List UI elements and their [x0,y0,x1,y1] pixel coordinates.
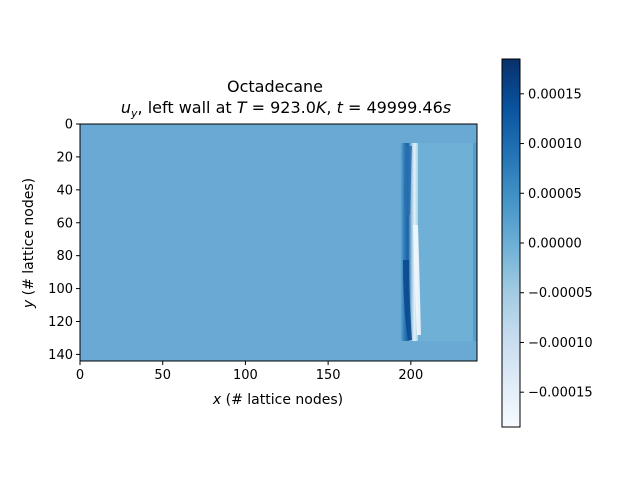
title-line-1: Octadecane [227,77,323,96]
y-tick-label: 60 [56,216,73,231]
y-tick-label: 20 [56,150,73,165]
x-axis-ticks: 0 50 100 150 200 [76,361,423,383]
y-tick-label: 140 [48,348,73,363]
x-tick-label: 0 [76,368,84,383]
y-tick-label: 0 [65,118,73,133]
title-line-2: uy, left wall at T = 923.0K, t = 49999.4… [121,98,451,120]
x-tick-label: 100 [233,368,258,383]
y-tick-label: 120 [48,315,73,330]
right-edge-strip [473,143,477,341]
colorbar-tick-label: −0.00005 [528,286,593,301]
y-tick-label: 100 [48,282,73,297]
colorbar-tick-label: 0.00005 [528,187,582,202]
x-tick-label: 200 [398,368,423,383]
interface-dark-streak-lower [403,260,412,340]
colorbar-tick-label: −0.00010 [528,336,593,351]
y-axis-ticks: 0 20 40 60 80 100 120 140 [48,118,80,363]
colorbar-tick-label: −0.00015 [528,386,593,401]
colorbar-tick-label: 0.00000 [528,237,582,252]
heatmap-field [80,124,477,361]
colorbar-ticks: 0.00015 0.00010 0.00005 0.00000 −0.00005 −0.0… [520,87,593,401]
interface-light-streak [413,225,421,335]
y-axis-label: y (# lattice nodes) [21,178,37,309]
colorbar [501,58,521,428]
x-tick-label: 150 [316,368,341,383]
colorbar-tick-label: 0.00010 [528,137,582,152]
y-tick-label: 40 [56,183,73,198]
x-axis-label: x (# lattice nodes) [212,392,343,408]
chart-title: Octadecane uy, left wall at T = 923.0K, … [121,77,451,120]
interface-dark-streak-upper [404,146,412,215]
y-tick-label: 80 [56,249,73,264]
plot-frame [79,123,478,362]
x-tick-label: 50 [154,368,171,383]
colorbar-tick-label: 0.00015 [528,87,582,102]
liquid-region [414,143,477,341]
